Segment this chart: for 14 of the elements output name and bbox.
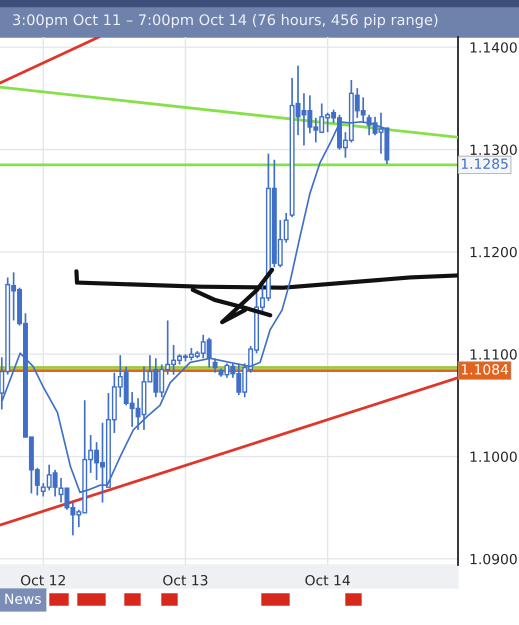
y-tick-label: 1.1100: [470, 349, 517, 360]
x-tick-label: Oct 13: [163, 574, 208, 586]
x-tick-label: Oct 14: [305, 574, 350, 586]
ref-line-label: 1.1084: [462, 364, 508, 375]
text: News: [5, 594, 41, 604]
candlestick: [212, 357, 218, 374]
x-tick-label: Oct 12: [20, 574, 65, 586]
y-tick-label: 1.1200: [470, 246, 517, 258]
ref-line-label: 1.1285: [462, 158, 508, 169]
y-tick-label: 1.1000: [470, 452, 517, 462]
chart-title: 3:00pm Oct 11 – 7:00pm Oct 14 (76 hours, 456 pip range): [13, 14, 438, 28]
y-tick-label: 1.1300: [470, 144, 517, 156]
y-tick-label: 1.1400: [470, 42, 517, 53]
y-tick-label: 1.0900: [470, 554, 517, 564]
